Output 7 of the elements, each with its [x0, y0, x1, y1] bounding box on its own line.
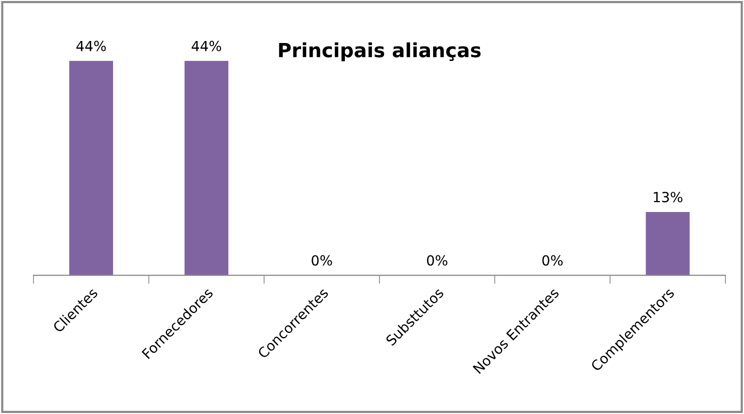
data-label: 13% [654, 192, 682, 202]
data-label: 0% [542, 255, 563, 266]
data-label: 0% [312, 255, 332, 266]
data-label: 44% [192, 40, 222, 52]
data-label: 44% [76, 40, 106, 52]
data-label: 0% [427, 255, 448, 266]
chart-title: Principais alianças [279, 42, 481, 62]
